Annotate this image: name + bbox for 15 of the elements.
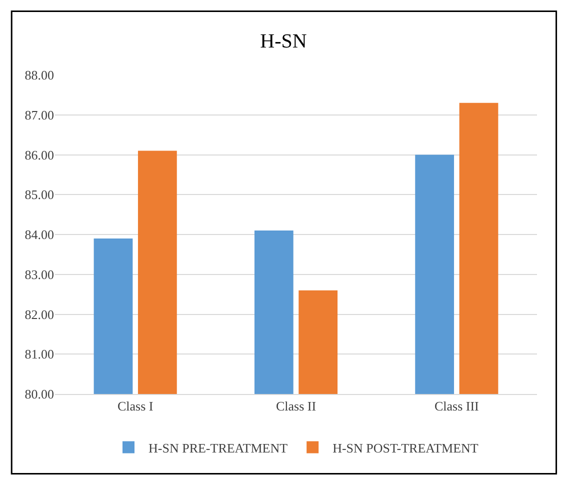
x-tick-label: Class III (434, 398, 479, 414)
y-tick-label: 80.00 (24, 386, 54, 402)
y-tick-label: 88.00 (24, 68, 54, 83)
chart-title: H-SN (260, 30, 307, 53)
x-tick-label: Class II (276, 398, 316, 414)
y-tick-label: 87.00 (24, 107, 54, 122)
y-tick-label: 82.00 (24, 306, 54, 322)
x-tick-label: Class I (117, 398, 154, 414)
y-tick-label: 84.00 (24, 227, 54, 242)
y-tick-label: 85.00 (24, 187, 54, 202)
y-tick-label: 83.00 (24, 266, 54, 282)
y-tick-label: 86.00 (24, 147, 54, 162)
legend-label: H-SN POST-TREATMENT (332, 440, 478, 456)
legend-label: H-SN PRE-TREATMENT (148, 440, 288, 456)
y-tick-label: 81.00 (24, 346, 54, 362)
